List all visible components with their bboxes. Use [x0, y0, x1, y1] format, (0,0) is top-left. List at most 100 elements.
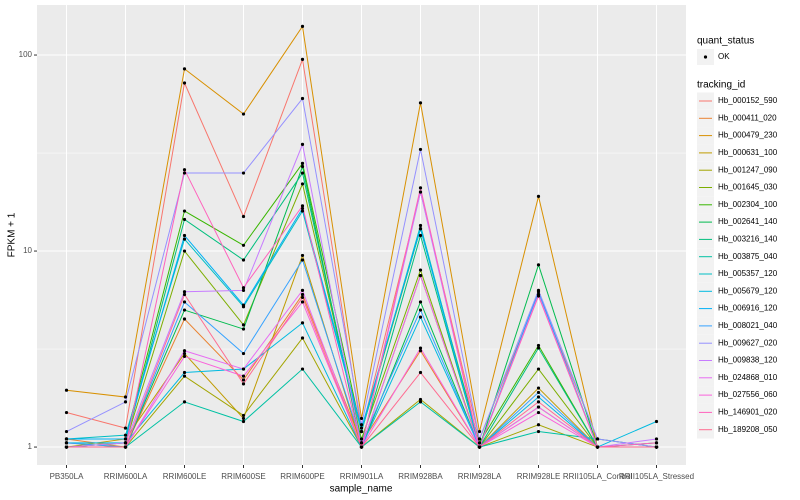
- data-point: [300, 206, 305, 211]
- data-point: [300, 258, 305, 262]
- legend-label: Hb_000152_590: [718, 96, 778, 105]
- data-point: [182, 233, 187, 238]
- data-point: [182, 292, 187, 297]
- data-point: [536, 400, 541, 404]
- data-point: [477, 441, 482, 445]
- data-point: [64, 429, 69, 434]
- legend-title: tracking_id: [697, 80, 745, 91]
- data-point: [123, 441, 128, 445]
- data-point: [536, 346, 541, 350]
- x-tick-label: RRIM600LE: [163, 472, 207, 481]
- data-point: [418, 223, 423, 228]
- data-point: [595, 437, 600, 441]
- data-point: [300, 336, 305, 340]
- data-point: [536, 194, 541, 199]
- data-point: [536, 410, 541, 415]
- data-point: [241, 323, 246, 327]
- legend-label: Hb_000631_100: [718, 148, 778, 157]
- data-point: [300, 300, 305, 304]
- y-tick-label: 1: [28, 442, 33, 451]
- data-point: [536, 405, 541, 409]
- data-point: [418, 300, 423, 304]
- data-point: [536, 343, 541, 348]
- data-point: [182, 81, 187, 85]
- data-point: [241, 351, 246, 356]
- data-point: [300, 24, 305, 28]
- data-point: [536, 263, 541, 267]
- x-tick-label: PB350LA: [50, 472, 84, 481]
- data-point: [300, 295, 305, 300]
- data-point: [359, 426, 364, 430]
- data-point: [300, 253, 305, 258]
- data-point: [241, 303, 246, 307]
- data-point: [654, 419, 659, 424]
- data-point: [64, 441, 69, 445]
- data-point: [241, 374, 246, 378]
- data-point: [418, 233, 423, 238]
- data-point: [536, 390, 541, 395]
- legend-label: Hb_002641_140: [718, 217, 778, 226]
- y-tick-label: 100: [19, 50, 33, 59]
- data-point: [477, 429, 482, 434]
- data-point: [182, 354, 187, 359]
- data-point: [241, 288, 246, 292]
- data-point: [241, 171, 246, 175]
- data-point: [359, 429, 364, 434]
- data-point: [418, 186, 423, 190]
- data-point: [64, 388, 69, 392]
- data-point: [300, 96, 305, 101]
- data-point: [241, 413, 246, 418]
- data-point: [241, 286, 246, 290]
- data-point: [300, 288, 305, 292]
- legend-label: Hb_005357_120: [718, 269, 778, 278]
- data-point: [418, 227, 423, 231]
- legend-label: OK: [718, 52, 730, 61]
- legend-label: Hb_146901_020: [718, 408, 778, 417]
- data-point: [300, 292, 305, 297]
- data-point: [418, 273, 423, 278]
- data-point: [359, 416, 364, 421]
- x-tick-label: RRIM928LE: [517, 472, 561, 481]
- x-tick-label: RRII105LA_Control: [563, 472, 633, 481]
- data-point: [300, 57, 305, 62]
- data-point: [654, 445, 659, 449]
- data-point: [182, 171, 187, 175]
- data-point: [300, 164, 305, 169]
- data-point: [359, 437, 364, 441]
- data-point: [477, 445, 482, 449]
- data-point: [418, 147, 423, 152]
- legend-label: Hb_000479_230: [718, 131, 778, 140]
- data-point: [241, 367, 246, 371]
- x-tick-label: RRIM901LA: [340, 472, 384, 481]
- x-tick-label: RRIM600PE: [280, 472, 324, 481]
- legend-label: Hb_000411_020: [718, 113, 777, 122]
- data-point: [182, 317, 187, 321]
- data-point: [182, 67, 187, 71]
- legend-label: Hb_027556_060: [718, 390, 778, 399]
- data-point: [300, 142, 305, 147]
- data-point: [182, 349, 187, 353]
- data-point: [182, 370, 187, 375]
- data-point: [182, 400, 187, 404]
- data-point: [300, 367, 305, 371]
- y-axis-title: FPKM + 1: [7, 212, 18, 257]
- x-tick-label: RRII105LA_Stressed: [619, 472, 694, 481]
- data-point: [123, 433, 128, 437]
- x-tick-label: RRIM600LA: [104, 472, 148, 481]
- data-point: [241, 378, 246, 382]
- data-point: [182, 308, 187, 312]
- data-point: [300, 171, 305, 175]
- x-tick-label: RRIM928LA: [458, 472, 502, 481]
- data-point: [300, 161, 305, 166]
- legend-label: Hb_189208_050: [718, 425, 778, 434]
- legend-title: quant_status: [697, 36, 754, 47]
- data-point: [123, 445, 128, 449]
- data-point: [595, 445, 600, 449]
- x-tick-label: RRIM600SE: [221, 472, 265, 481]
- legend-label: Hb_001645_030: [718, 183, 778, 192]
- data-point: [182, 237, 187, 241]
- data-point: [418, 268, 423, 272]
- data-point: [123, 426, 128, 430]
- legend-label: Hb_001247_090: [718, 165, 778, 174]
